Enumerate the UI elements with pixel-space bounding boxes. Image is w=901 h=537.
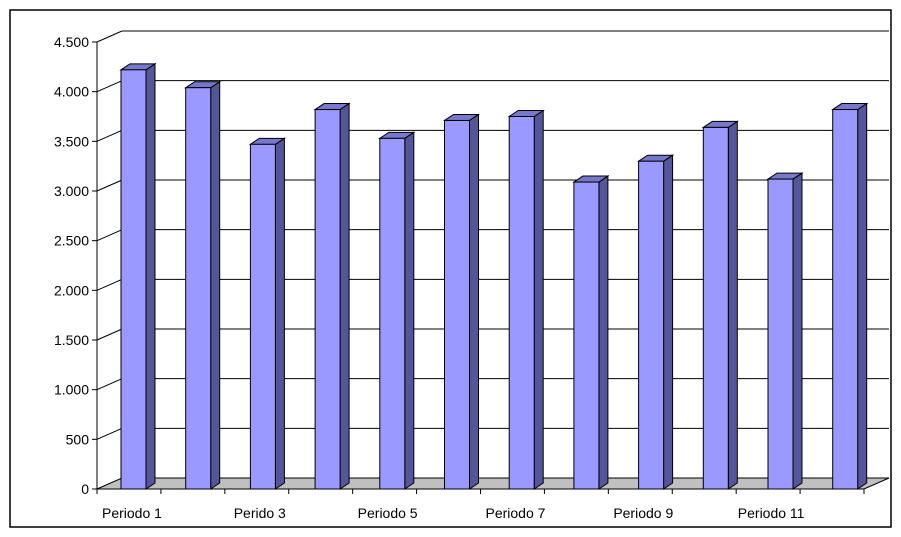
bar-front bbox=[638, 160, 665, 490]
y-tick-labels: 0 500 1.000 1.500 2.000 2.500 3.000 3.500 4.000 4… bbox=[54, 34, 89, 497]
gridline-depth bbox=[96, 427, 123, 440]
bar-side bbox=[857, 102, 868, 490]
bar bbox=[248, 137, 287, 490]
bar-side bbox=[792, 172, 803, 490]
bar-front bbox=[120, 69, 147, 490]
bar-front bbox=[444, 119, 470, 490]
bar-side bbox=[145, 62, 156, 490]
x-tick-label: Perido 3 bbox=[234, 505, 286, 521]
gridline-depth bbox=[96, 229, 123, 242]
y-tick-label: 0 bbox=[81, 481, 89, 497]
bar bbox=[378, 131, 416, 490]
x-tick-label: Periodo 9 bbox=[613, 505, 673, 521]
x-tick-label: Periodo 1 bbox=[102, 505, 162, 521]
gridline-depth bbox=[96, 328, 123, 341]
bar-front bbox=[702, 126, 729, 490]
bar bbox=[831, 102, 869, 490]
bar-side bbox=[598, 175, 609, 490]
x-tick-label: Periodo 11 bbox=[738, 505, 805, 521]
bar bbox=[572, 175, 610, 490]
y-axis bbox=[92, 41, 865, 494]
bar-side bbox=[274, 137, 285, 490]
y-tick-label: 500 bbox=[66, 431, 90, 447]
bar-front bbox=[767, 178, 794, 490]
gridlines bbox=[96, 30, 889, 440]
y-tick-label: 2.000 bbox=[54, 282, 89, 298]
gridline-depth bbox=[96, 278, 123, 291]
y-tick-label: 3.000 bbox=[54, 183, 89, 199]
gridline-depth bbox=[96, 378, 123, 391]
bar bbox=[442, 113, 481, 490]
y-tick-label: 3.500 bbox=[54, 133, 89, 149]
bar bbox=[184, 80, 222, 490]
gridline-depth bbox=[96, 179, 123, 192]
bar-side bbox=[210, 80, 221, 490]
x-tick-label: Periodo 5 bbox=[358, 505, 418, 521]
bar bbox=[119, 62, 157, 490]
bar-side bbox=[727, 120, 738, 490]
bar bbox=[507, 109, 545, 490]
x-tick-labels: Periodo 1 Perido 3 Periodo 5 Periodo 7 Perio… bbox=[102, 505, 805, 521]
y-tick-label: 4.500 bbox=[54, 34, 89, 50]
y-tick-label: 1.000 bbox=[54, 382, 89, 398]
bar-front bbox=[508, 116, 535, 490]
bar-front bbox=[573, 181, 600, 490]
bar-side bbox=[663, 154, 674, 490]
y-tick-label: 2.500 bbox=[54, 233, 89, 249]
bar-side bbox=[533, 109, 544, 490]
bar bbox=[701, 120, 739, 490]
x-tick-label: Periodo 7 bbox=[485, 505, 545, 521]
bar-side bbox=[339, 102, 350, 490]
bar bbox=[313, 102, 351, 490]
y-tick-label: 1.500 bbox=[54, 332, 89, 348]
bar-front bbox=[832, 109, 859, 490]
gridline-depth bbox=[96, 30, 123, 43]
bar-front bbox=[249, 143, 276, 490]
bar bbox=[766, 172, 804, 490]
bars bbox=[119, 62, 869, 490]
gridline-depth bbox=[96, 80, 123, 93]
bar-front bbox=[185, 87, 212, 490]
bar-side bbox=[404, 131, 415, 490]
bar bbox=[636, 154, 675, 490]
bar-front bbox=[314, 109, 341, 490]
gridline-depth bbox=[96, 129, 123, 142]
y-tick-label: 4.000 bbox=[54, 84, 89, 100]
bar-side bbox=[469, 113, 479, 490]
bar-front bbox=[379, 137, 406, 490]
